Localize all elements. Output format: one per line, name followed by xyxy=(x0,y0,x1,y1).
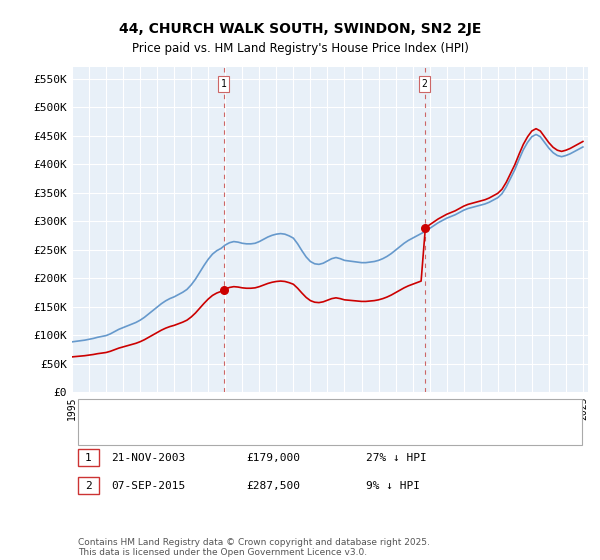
Text: £179,000: £179,000 xyxy=(246,452,300,463)
Text: ——: —— xyxy=(90,424,105,438)
Text: 1: 1 xyxy=(85,452,92,463)
Text: 2: 2 xyxy=(85,480,92,491)
Text: 44, CHURCH WALK SOUTH, SWINDON, SN2 2JE (detached house): 44, CHURCH WALK SOUTH, SWINDON, SN2 2JE … xyxy=(117,407,454,417)
Text: 27% ↓ HPI: 27% ↓ HPI xyxy=(366,452,427,463)
Text: 44, CHURCH WALK SOUTH, SWINDON, SN2 2JE: 44, CHURCH WALK SOUTH, SWINDON, SN2 2JE xyxy=(119,22,481,36)
Text: £287,500: £287,500 xyxy=(246,480,300,491)
Text: 21-NOV-2003: 21-NOV-2003 xyxy=(111,452,185,463)
Text: HPI: Average price, detached house, Swindon: HPI: Average price, detached house, Swin… xyxy=(117,426,354,436)
Text: Price paid vs. HM Land Registry's House Price Index (HPI): Price paid vs. HM Land Registry's House … xyxy=(131,42,469,55)
Point xyxy=(420,223,430,232)
Text: ——: —— xyxy=(90,405,105,418)
Point xyxy=(219,286,229,295)
Text: 1: 1 xyxy=(221,80,227,89)
Text: 07-SEP-2015: 07-SEP-2015 xyxy=(111,480,185,491)
Text: 2: 2 xyxy=(422,80,427,89)
Text: 9% ↓ HPI: 9% ↓ HPI xyxy=(366,480,420,491)
Text: Contains HM Land Registry data © Crown copyright and database right 2025.
This d: Contains HM Land Registry data © Crown c… xyxy=(78,538,430,557)
